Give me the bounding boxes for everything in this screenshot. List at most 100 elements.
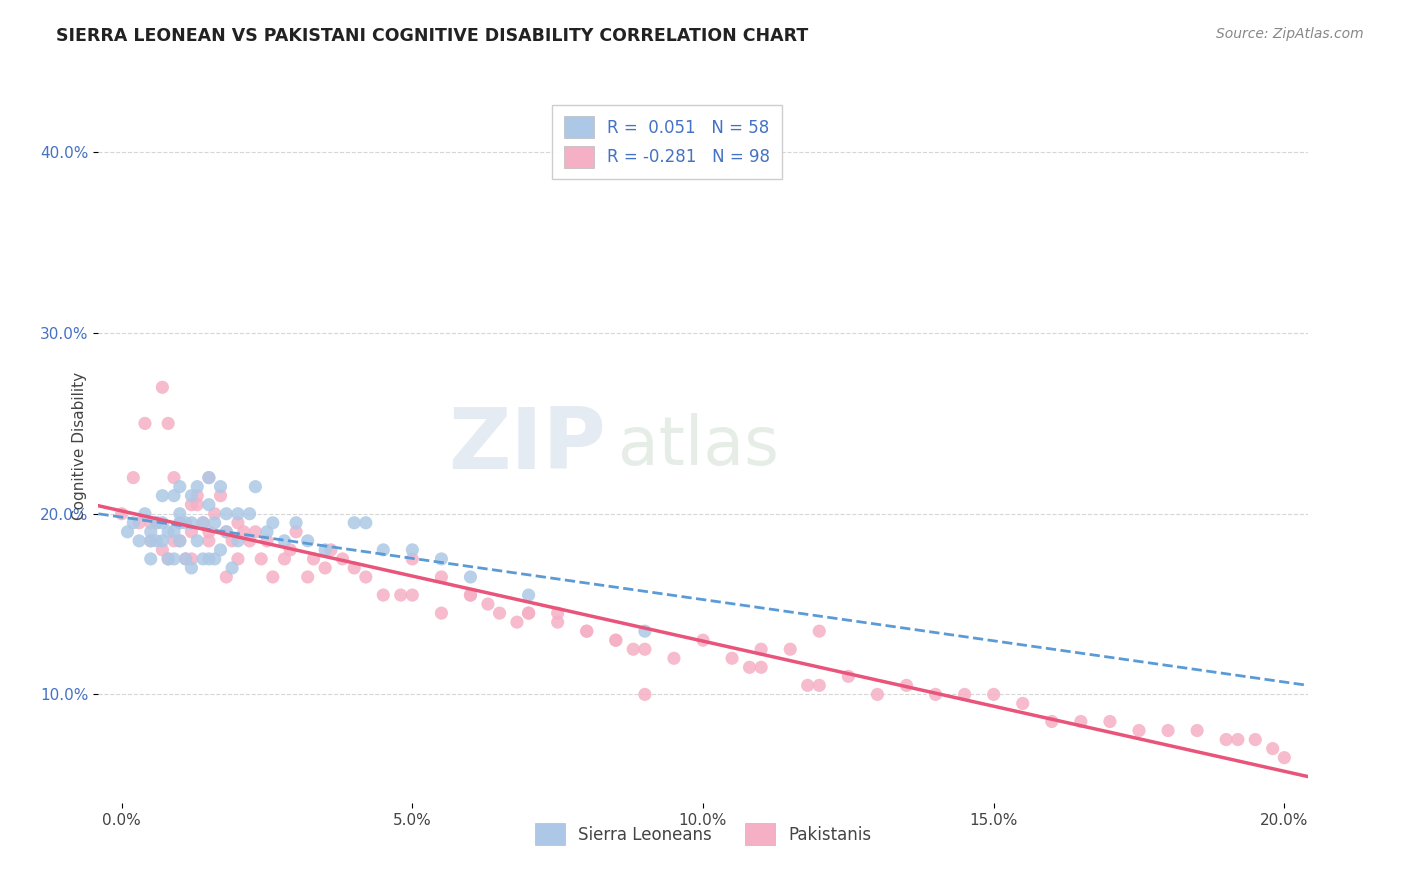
Point	[186, 533, 208, 548]
Point	[169, 516, 191, 530]
Point	[460, 588, 482, 602]
Point	[1226, 732, 1249, 747]
Point	[953, 687, 976, 701]
Point	[117, 524, 139, 539]
Point	[605, 633, 627, 648]
Point	[239, 507, 262, 521]
Point	[285, 524, 308, 539]
Point	[343, 516, 366, 530]
Point	[204, 516, 226, 530]
Point	[239, 533, 262, 548]
Text: SIERRA LEONEAN VS PAKISTANI COGNITIVE DISABILITY CORRELATION CHART: SIERRA LEONEAN VS PAKISTANI COGNITIVE DI…	[56, 27, 808, 45]
Point	[896, 678, 918, 692]
Point	[209, 542, 232, 557]
Point	[145, 533, 167, 548]
Point	[547, 615, 569, 629]
Point	[191, 516, 214, 530]
Point	[273, 552, 295, 566]
Point	[122, 516, 145, 530]
Point	[169, 507, 191, 521]
Point	[191, 516, 214, 530]
Point	[430, 552, 453, 566]
Point	[139, 524, 162, 539]
Point	[145, 516, 167, 530]
Point	[209, 489, 232, 503]
Point	[186, 489, 208, 503]
Point	[174, 552, 197, 566]
Point	[634, 687, 657, 701]
Point	[169, 533, 191, 548]
Point	[314, 542, 336, 557]
Point	[174, 516, 197, 530]
Point	[169, 480, 191, 494]
Point	[506, 615, 529, 629]
Point	[186, 480, 208, 494]
Point	[749, 642, 772, 657]
Point	[430, 570, 453, 584]
Point	[1040, 714, 1063, 729]
Point	[262, 516, 284, 530]
Point	[139, 552, 162, 566]
Point	[1070, 714, 1092, 729]
Point	[256, 533, 278, 548]
Point	[245, 524, 267, 539]
Point	[297, 533, 319, 548]
Point	[198, 524, 221, 539]
Point	[163, 489, 186, 503]
Point	[1157, 723, 1180, 738]
Point	[575, 624, 598, 639]
Point	[924, 687, 946, 701]
Point	[401, 542, 423, 557]
Point	[373, 588, 395, 602]
Point	[314, 561, 336, 575]
Point	[134, 417, 156, 431]
Point	[180, 552, 202, 566]
Point	[150, 542, 173, 557]
Point	[128, 533, 150, 548]
Point	[808, 678, 831, 692]
Point	[517, 588, 540, 602]
Point	[150, 489, 173, 503]
Point	[1272, 750, 1295, 764]
Point	[547, 606, 569, 620]
Point	[198, 533, 221, 548]
Point	[221, 533, 243, 548]
Point	[191, 552, 214, 566]
Point	[232, 524, 254, 539]
Point	[215, 524, 238, 539]
Point	[1098, 714, 1121, 729]
Point	[297, 570, 319, 584]
Point	[343, 561, 366, 575]
Point	[198, 498, 221, 512]
Point	[389, 588, 412, 602]
Point	[180, 524, 202, 539]
Point	[169, 533, 191, 548]
Point	[256, 524, 278, 539]
Point	[1185, 723, 1208, 738]
Point	[128, 516, 150, 530]
Point	[692, 633, 714, 648]
Point	[139, 533, 162, 548]
Point	[866, 687, 889, 701]
Point	[373, 542, 395, 557]
Point	[226, 507, 249, 521]
Point	[1011, 697, 1033, 711]
Point	[204, 507, 226, 521]
Point	[180, 561, 202, 575]
Point	[634, 624, 657, 639]
Text: atlas: atlas	[619, 413, 779, 479]
Y-axis label: Cognitive Disability: Cognitive Disability	[72, 372, 87, 520]
Point	[150, 380, 173, 394]
Point	[180, 516, 202, 530]
Point	[354, 570, 377, 584]
Point	[221, 561, 243, 575]
Point	[186, 498, 208, 512]
Text: Source: ZipAtlas.com: Source: ZipAtlas.com	[1216, 27, 1364, 41]
Point	[262, 570, 284, 584]
Point	[749, 660, 772, 674]
Point	[226, 533, 249, 548]
Point	[150, 533, 173, 548]
Point	[430, 606, 453, 620]
Point	[180, 498, 202, 512]
Point	[401, 552, 423, 566]
